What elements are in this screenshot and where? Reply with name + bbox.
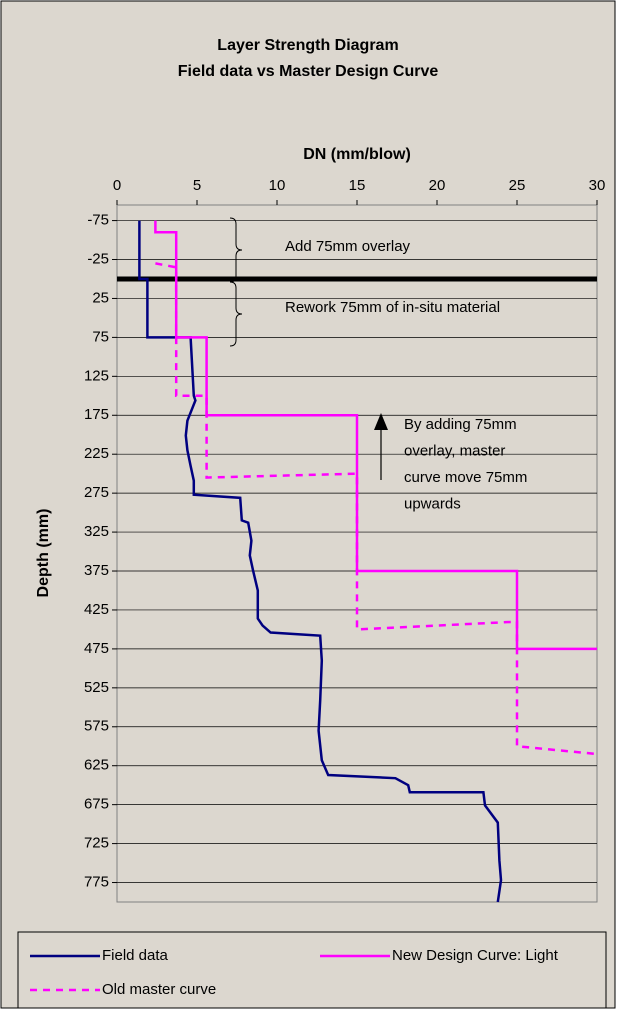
y-tick-label: 425 xyxy=(84,601,109,618)
x-tick-label: 20 xyxy=(429,177,446,194)
annotation: overlay, master xyxy=(404,442,505,459)
legend-label: Field data xyxy=(102,947,169,964)
x-tick-label: 30 xyxy=(589,177,606,194)
y-tick-label: 375 xyxy=(84,562,109,579)
annotation: upwards xyxy=(404,495,461,512)
chart-title: Layer Strength Diagram xyxy=(217,37,398,54)
x-tick-label: 10 xyxy=(269,177,286,194)
y-tick-label: 25 xyxy=(92,289,109,306)
arrow-head xyxy=(374,413,388,430)
x-tick-label: 15 xyxy=(349,177,366,194)
y-tick-label: 775 xyxy=(84,873,109,890)
legend-label: New Design Curve: Light xyxy=(392,947,559,964)
legend-label: Old master curve xyxy=(102,981,216,998)
y-tick-label: 275 xyxy=(84,484,109,501)
x-tick-label: 0 xyxy=(113,177,121,194)
chart-title: Field data vs Master Design Curve xyxy=(178,63,439,80)
x-axis-title: DN (mm/blow) xyxy=(303,146,411,163)
y-tick-label: 675 xyxy=(84,796,109,813)
y-tick-label: 625 xyxy=(84,757,109,774)
annotation: Add 75mm overlay xyxy=(285,238,411,255)
y-tick-label: 475 xyxy=(84,640,109,657)
x-tick-label: 5 xyxy=(193,177,201,194)
y-tick-label: 175 xyxy=(84,406,109,423)
annotation: By adding 75mm xyxy=(404,416,517,433)
y-tick-label: 225 xyxy=(84,445,109,462)
series-line xyxy=(138,220,503,903)
y-tick-label: 575 xyxy=(84,718,109,735)
annotation: curve move 75mm xyxy=(404,469,527,486)
y-tick-label: -75 xyxy=(87,212,109,229)
annotation: Rework 75mm of in-situ material xyxy=(285,299,500,316)
y-tick-label: 725 xyxy=(84,835,109,852)
x-tick-label: 25 xyxy=(509,177,526,194)
y-tick-label: 125 xyxy=(84,367,109,384)
y-axis-title: Depth (mm) xyxy=(35,509,52,598)
y-tick-label: 525 xyxy=(84,679,109,696)
legend xyxy=(17,931,607,1009)
y-tick-label: 325 xyxy=(84,523,109,540)
y-tick-label: 75 xyxy=(92,328,109,345)
y-tick-label: -25 xyxy=(87,250,109,267)
brace xyxy=(229,281,243,347)
